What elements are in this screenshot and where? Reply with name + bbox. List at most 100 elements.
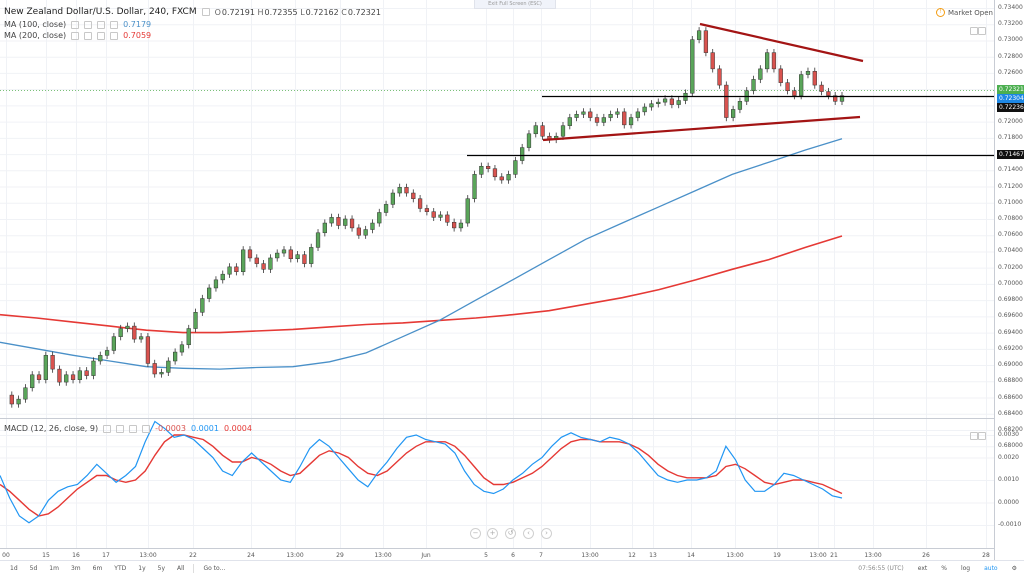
candle-up: [193, 312, 198, 329]
time-tick-label: 17: [102, 552, 110, 559]
price-tick-label: 0.68600: [998, 393, 1023, 401]
reset-chart-button[interactable]: ↺: [505, 528, 516, 539]
eye-icon[interactable]: [103, 424, 112, 433]
exit-fullscreen-button[interactable]: Exit Full Screen (ESC): [474, 0, 556, 9]
gear-icon[interactable]: [116, 424, 125, 433]
candle-up: [656, 101, 661, 105]
candle-down: [254, 257, 259, 264]
candle-down: [152, 363, 157, 375]
price-badge: 0.72321: [997, 85, 1024, 94]
candle-down: [717, 68, 722, 86]
collapse-pane-icon[interactable]: [978, 27, 986, 35]
scroll-right-button[interactable]: ›: [541, 528, 552, 539]
time-tick-label: 16: [72, 552, 80, 559]
scale-log-button[interactable]: log: [960, 565, 971, 572]
candle-down: [70, 374, 76, 380]
candle-up: [676, 100, 681, 105]
clock-icon: !: [936, 8, 945, 17]
scroll-left-button[interactable]: ‹: [523, 528, 534, 539]
candle-up: [77, 370, 82, 380]
candle-up: [166, 360, 171, 373]
close-icon[interactable]: [97, 20, 106, 29]
candle-down: [588, 111, 593, 118]
scale-ext-button[interactable]: ext: [917, 565, 928, 572]
maximize-pane-icon[interactable]: [970, 432, 978, 440]
candle-up: [574, 114, 579, 118]
more-icon[interactable]: [110, 20, 119, 29]
eye-icon[interactable]: [71, 31, 80, 40]
timeframe-button[interactable]: All: [177, 565, 185, 572]
candle-up: [799, 74, 804, 96]
candle-up: [397, 187, 402, 194]
candle-down: [819, 84, 824, 92]
price-tick-label: 0.69800: [998, 296, 1023, 304]
gear-icon[interactable]: [84, 31, 93, 40]
price-badge: 0.71467: [997, 150, 1024, 159]
candle-up: [213, 279, 219, 289]
timeframe-button[interactable]: 5y: [157, 565, 165, 572]
collapse-pane-icon[interactable]: [978, 432, 986, 440]
timeframe-button[interactable]: 1d: [10, 565, 18, 572]
candle-up: [91, 360, 96, 376]
price-tick-label: 0.70600: [998, 231, 1023, 239]
zoom-out-button[interactable]: −: [470, 528, 481, 539]
time-tick-label: 26: [922, 552, 930, 559]
candle-down: [710, 52, 715, 70]
macd-tick-label: 0.0030: [998, 431, 1019, 438]
price-tick-label: 0.70400: [998, 247, 1023, 255]
candle-down: [411, 192, 416, 199]
more-icon[interactable]: [110, 31, 119, 40]
close-icon[interactable]: [97, 31, 106, 40]
candle-up: [377, 212, 382, 224]
candle-down: [785, 82, 790, 92]
macd-legend[interactable]: MACD (12, 26, close, 9) -0.0003 0.0001 0…: [4, 424, 252, 433]
price-tick-label: 0.72800: [998, 52, 1023, 60]
candle-up: [118, 328, 123, 337]
candle-up: [104, 350, 110, 356]
candle-up: [805, 71, 811, 75]
candle-up: [560, 125, 566, 137]
gear-icon[interactable]: ⚙: [1011, 565, 1017, 572]
macd-signal-value: 0.0004: [223, 424, 252, 433]
candle-down: [622, 111, 627, 126]
candle-down: [417, 198, 423, 209]
timeframe-button[interactable]: 3m: [70, 565, 81, 572]
price-tick-label: 0.71400: [998, 166, 1023, 174]
timeframe-button[interactable]: 5d: [29, 565, 38, 572]
ma200-legend[interactable]: MA (200, close) 0.7059: [4, 31, 151, 40]
scale-auto-button[interactable]: auto: [984, 565, 998, 572]
more-icon[interactable]: [142, 424, 151, 433]
candle-down: [724, 84, 729, 118]
timeframe-list: 1d 5d 1m 3m 6m YTD 1y 5y All: [0, 565, 190, 572]
timeframe-button[interactable]: 1m: [49, 565, 59, 572]
candle-down: [445, 214, 450, 223]
close-icon[interactable]: [129, 424, 138, 433]
macd-signal-path: [0, 434, 843, 517]
price-tick-label: 0.72000: [998, 117, 1023, 125]
ma100-legend[interactable]: MA (100, close) 0.7179: [4, 20, 151, 29]
utc-clock: 07:56:55 (UTC): [858, 565, 904, 572]
legend-settings-icon[interactable]: [201, 8, 210, 16]
time-tick-label: 00: [2, 552, 10, 559]
maximize-pane-icon[interactable]: [970, 27, 978, 35]
price-tick-label: 0.73400: [998, 4, 1023, 11]
upper-trendline: [699, 22, 864, 63]
time-tick-label: Jun: [421, 552, 431, 559]
candle-up: [690, 39, 695, 94]
gear-icon[interactable]: [84, 20, 93, 29]
goto-date-button[interactable]: Go to...: [203, 565, 226, 572]
zoom-in-button[interactable]: +: [487, 528, 498, 539]
candle-down: [792, 90, 797, 96]
ma100-label: MA (100, close): [4, 20, 67, 29]
eye-icon[interactable]: [71, 20, 80, 29]
candle-up: [526, 133, 532, 148]
candle-up: [581, 111, 586, 115]
timeframe-button[interactable]: YTD: [114, 565, 127, 572]
time-tick-label: 5: [484, 552, 488, 559]
timeframe-button[interactable]: 6m: [92, 565, 103, 572]
scale-percent-button[interactable]: %: [941, 565, 947, 572]
candle-up: [608, 114, 613, 118]
timeframe-button[interactable]: 1y: [138, 565, 146, 572]
candle-up: [533, 125, 538, 135]
